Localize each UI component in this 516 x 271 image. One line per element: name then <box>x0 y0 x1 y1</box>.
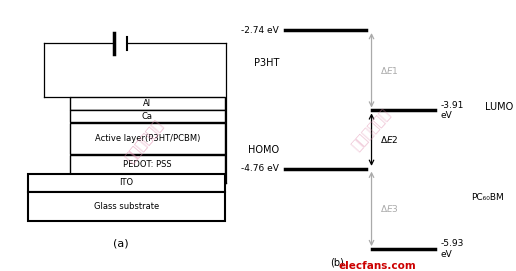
Text: $\Delta$$E3$: $\Delta$$E3$ <box>380 204 399 214</box>
Text: P3HT: P3HT <box>254 59 279 69</box>
Text: (b): (b) <box>330 257 344 267</box>
Text: $\Delta$$E2$: $\Delta$$E2$ <box>380 134 399 145</box>
Text: -3.91
eV: -3.91 eV <box>441 101 464 120</box>
Text: $\Delta$$E1$: $\Delta$$E1$ <box>380 65 399 76</box>
Text: PEDOT: PSS: PEDOT: PSS <box>123 160 172 169</box>
Text: LUMO: LUMO <box>485 102 513 112</box>
Bar <box>70 155 225 174</box>
Bar <box>28 192 225 221</box>
Text: Glass substrate: Glass substrate <box>94 202 159 211</box>
Text: ITO: ITO <box>120 178 134 188</box>
Text: (a): (a) <box>113 239 128 249</box>
Bar <box>70 123 225 154</box>
Text: -4.76 eV: -4.76 eV <box>241 164 279 173</box>
Bar <box>70 110 225 122</box>
Text: Ca: Ca <box>142 112 153 121</box>
Text: PC₆₀BM: PC₆₀BM <box>471 193 504 202</box>
Bar <box>28 174 225 192</box>
Text: HOMO: HOMO <box>248 145 279 155</box>
Text: elecfans.com: elecfans.com <box>338 260 416 270</box>
Text: 电子系统设计: 电子系统设计 <box>122 117 166 165</box>
Text: 电子系统设计: 电子系统设计 <box>349 107 394 153</box>
Bar <box>70 97 225 110</box>
Text: -2.74 eV: -2.74 eV <box>241 26 279 35</box>
Text: Active layer(P3HT/PCBM): Active layer(P3HT/PCBM) <box>95 134 200 143</box>
Text: Al: Al <box>143 99 152 108</box>
Text: -5.93
eV: -5.93 eV <box>441 239 464 259</box>
